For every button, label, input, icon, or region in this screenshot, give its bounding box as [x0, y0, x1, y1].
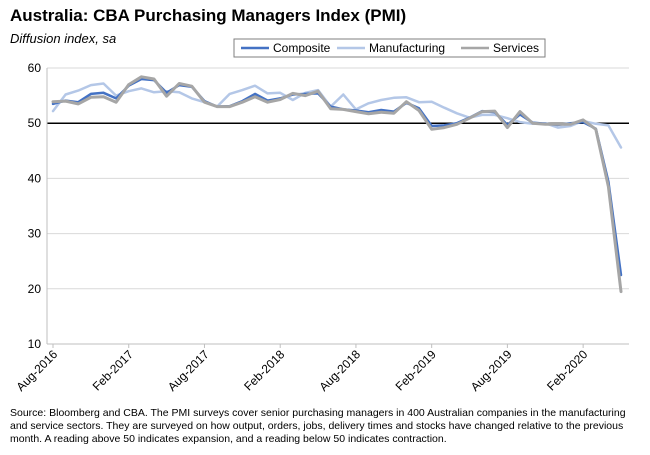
x-tick-label: Aug-2019	[468, 347, 515, 394]
series-lines	[51, 75, 623, 294]
x-tick-label: Feb-2020	[544, 347, 590, 393]
series-line-manufacturing	[51, 82, 623, 149]
y-tick-label-20: 20	[28, 282, 42, 296]
legend: Composite Manufacturing Services	[233, 38, 546, 58]
y-axis-ticks: 10 20 30 40 50 60	[28, 61, 42, 351]
legend-box	[233, 38, 546, 58]
y-tick-label-10: 10	[28, 337, 42, 351]
x-tick-label: Aug-2018	[316, 347, 363, 394]
legend-label-manufacturing: Manufacturing	[369, 41, 445, 55]
x-tick-label: Aug-2017	[165, 347, 212, 394]
y-tick-label-30: 30	[28, 227, 42, 241]
legend-label-composite: Composite	[273, 41, 331, 55]
x-tick-label: Feb-2017	[90, 347, 136, 393]
series-line-services	[51, 75, 623, 294]
grid-lines	[46, 67, 629, 345]
x-axis-ticks: Aug-2016 Feb-2017 Aug-2017 Feb-2018 Aug-2018…	[14, 344, 591, 394]
chart-subtitle: Diffusion index, sa	[10, 31, 117, 46]
legend-label-services: Services	[493, 41, 539, 55]
x-tick-label: Aug-2016	[14, 347, 61, 394]
x-tick-label: Feb-2018	[241, 347, 287, 393]
chart-title: Australia: CBA Purchasing Managers Index…	[10, 6, 407, 25]
y-tick-label-40: 40	[28, 171, 42, 185]
y-tick-label-50: 50	[28, 116, 42, 130]
y-tick-label-60: 60	[28, 61, 42, 75]
source-note: Source: Bloomberg and CBA. The PMI surve…	[10, 407, 626, 445]
x-tick-label: Feb-2019	[393, 347, 439, 393]
pmi-line-chart: 10 20 30 40 50 60 Aug-2016 Feb-2017 Aug-2017 Feb…	[14, 38, 629, 394]
